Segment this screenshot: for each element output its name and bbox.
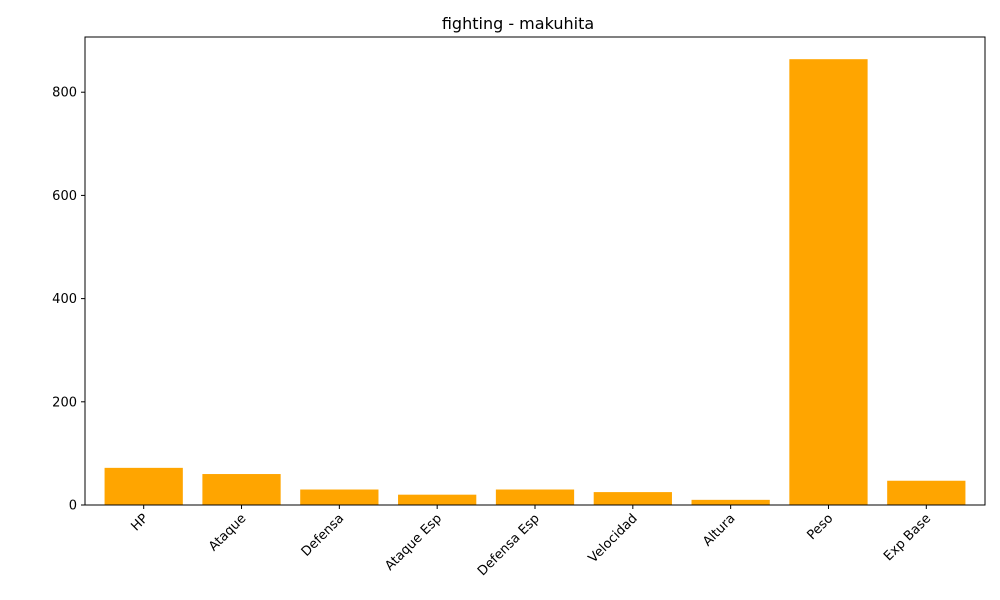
x-tick-label: Exp Base xyxy=(881,511,934,564)
x-tick-label: Velocidad xyxy=(586,511,641,566)
x-tick-label: Peso xyxy=(804,511,836,543)
y-tick-label: 800 xyxy=(52,86,77,101)
x-tick-label: Defensa Esp xyxy=(475,511,543,579)
y-axis-ticks: 0 200 400 600 800 xyxy=(52,86,85,514)
bar-ataque xyxy=(202,474,281,505)
bars-group xyxy=(104,59,966,505)
axes-frame xyxy=(84,36,986,506)
x-tick-label: Ataque xyxy=(206,511,249,554)
chart-title: fighting - makuhita xyxy=(442,14,594,33)
bar-ataque-esp xyxy=(398,494,477,505)
x-axis-ticks: HP Ataque Defensa Ataque Esp Defensa Esp Velo… xyxy=(128,505,934,579)
x-tick-label: Altura xyxy=(700,511,738,549)
y-tick-label: 600 xyxy=(52,189,77,204)
bar-velocidad xyxy=(593,492,672,505)
y-tick-label: 400 xyxy=(52,292,77,307)
bar-defensa-esp xyxy=(495,489,575,505)
y-tick-label: 0 xyxy=(69,499,77,514)
x-tick-label: Defensa xyxy=(299,511,347,559)
bar-peso xyxy=(789,59,868,505)
bar-altura xyxy=(691,499,770,505)
bar-hp xyxy=(104,467,183,505)
y-tick-label: 200 xyxy=(52,395,77,410)
x-tick-label: HP xyxy=(128,511,151,534)
x-tick-label: Ataque Esp xyxy=(382,511,445,574)
bar-exp-base xyxy=(887,480,966,505)
bar-defensa xyxy=(300,489,379,505)
